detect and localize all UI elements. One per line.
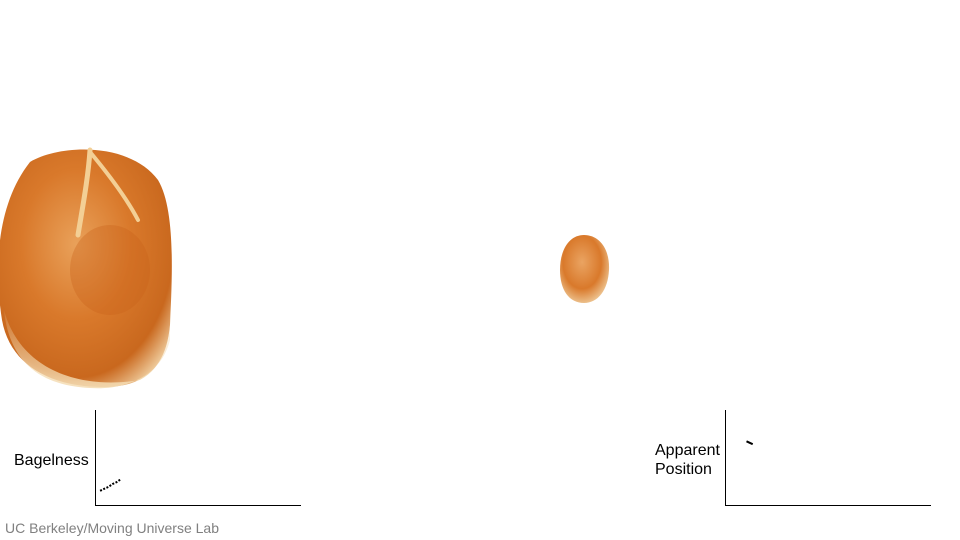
footer-credit: UC Berkeley/Moving Universe Lab — [5, 520, 219, 536]
large-bread-roll-image — [0, 147, 172, 389]
bagelness-chart-svg — [99, 478, 122, 492]
bagelness-chart — [95, 410, 301, 506]
apparent-position-chart — [725, 410, 931, 506]
apparent-position-axis-label: Apparent Position — [655, 442, 720, 478]
apparent-position-chart-svg — [746, 440, 754, 446]
small-bread-roll-image — [560, 235, 610, 303]
bagelness-axis-label: Bagelness — [14, 452, 89, 469]
apparent-position-series-line-0 — [746, 440, 754, 446]
bagelness-series-line-0 — [99, 478, 122, 492]
